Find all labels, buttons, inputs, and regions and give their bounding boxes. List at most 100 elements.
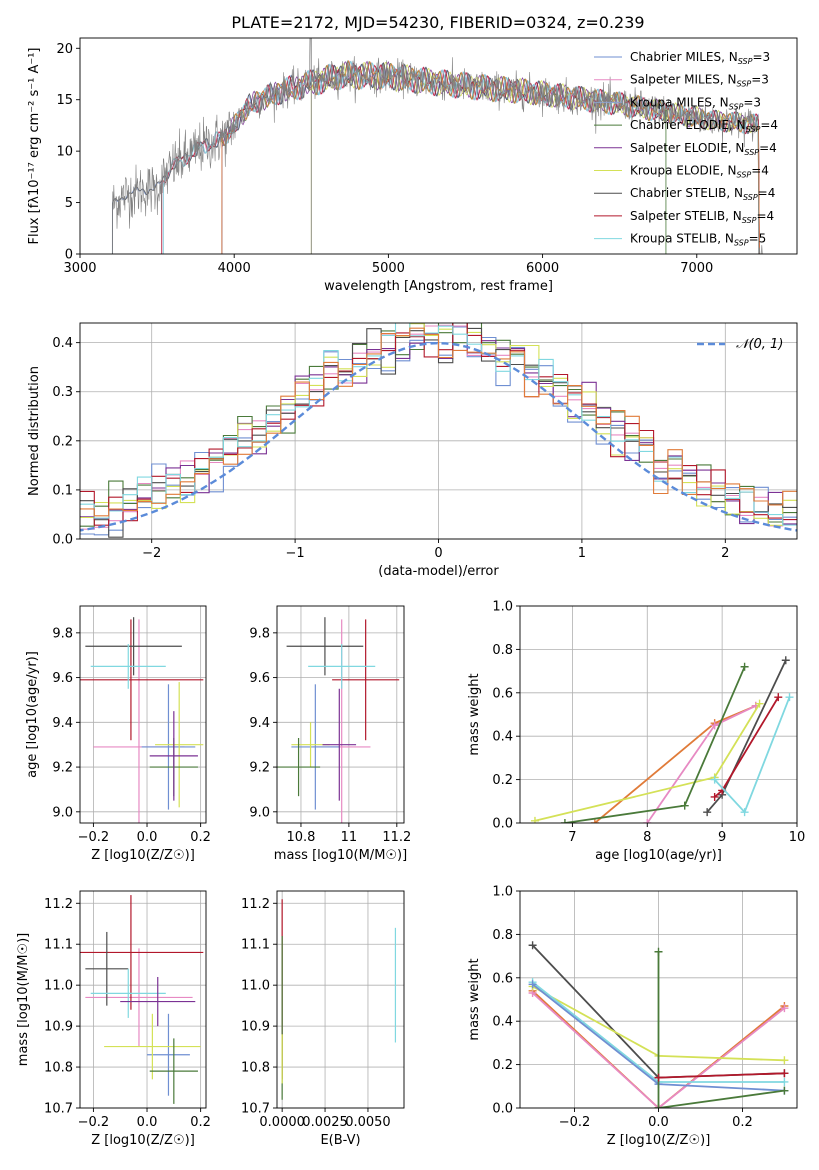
y-tick-label: 10.8: [241, 1061, 270, 1076]
y-tick-label: 9.4: [52, 716, 73, 731]
x-tick-label: 0.0000: [259, 1115, 305, 1130]
plus-marker: [654, 1104, 663, 1108]
plus-marker: [710, 792, 719, 801]
mass-weight-line: [657, 951, 785, 1108]
legend-label: Salpeter ELODIE, NSSP=4: [630, 141, 777, 157]
y-tick-label: 9.0: [249, 805, 270, 820]
x-tick-label: 6000: [526, 261, 559, 276]
mass-vs-metallicity-panel: −0.2 0.0 0.2 10.7 10.8 10.9 11.0 11.1 11.2 Z [log…: [16, 890, 211, 1148]
legend-label: Kroupa ELODIE, NSSP=4: [630, 164, 769, 180]
legend-label: Kroupa STELIB, NSSP=5: [630, 232, 766, 248]
age-vs-metallicity-panel: −0.2 0.0 0.2 9.0 9.2 9.4 9.6 9.8 Z [log10(Z/Z☉)]…: [25, 605, 211, 863]
y-tick-label: 0.4: [52, 336, 73, 351]
x-tick-label: 7000: [680, 261, 713, 276]
plot-area: [80, 617, 204, 823]
plus-marker: [680, 801, 689, 810]
plot-area: [277, 617, 400, 823]
y-tick-label: 1.0: [492, 600, 513, 615]
x-tick-label: 0.0050: [345, 1115, 391, 1130]
x-tick-label: −0.2: [78, 830, 110, 845]
x-tick-label: 0.2: [190, 1115, 211, 1130]
y-tick-label: 0.3: [52, 385, 73, 400]
x-tick-label: 4000: [218, 261, 251, 276]
legend-label: Chabrier ELODIE, NSSP=4: [630, 118, 778, 134]
histogram-steps: [80, 323, 797, 527]
plus-marker: [528, 980, 537, 989]
plus-marker: [703, 808, 712, 817]
figure-title: PLATE=2172, MJD=54230, FIBERID=0324, z=0…: [231, 13, 644, 32]
x-tick-label: 11.2: [382, 830, 411, 845]
x-tick-label: 8: [643, 830, 651, 845]
plus-marker: [780, 1077, 789, 1086]
y-tick-label: 11.2: [44, 897, 73, 912]
legend-label: Chabrier STELIB, NSSP=4: [630, 186, 775, 202]
x-tick-label: −0.2: [559, 1115, 591, 1130]
y-tick-label: 10.9: [241, 1020, 270, 1035]
y-axis-label: Flux [fλ10⁻¹⁷ erg cm⁻² s⁻¹ A⁻¹]: [27, 48, 42, 245]
axes-frame: [79, 605, 207, 824]
y-tick-label: 9.2: [52, 761, 73, 776]
weight-vs-metallicity-panel: −0.2 0.0 0.2 0.0 0.2 0.4 0.6 0.8 1.0 Z [log10(Z/Z…: [467, 885, 798, 1148]
x-tick-label: 10.8: [286, 830, 315, 845]
x-axis-label: E(B-V): [320, 1133, 360, 1148]
histogram-steps: [80, 327, 797, 517]
plot-area: [530, 656, 794, 823]
y-tick-label: 11.0: [44, 979, 73, 994]
x-tick-label: 3000: [63, 261, 96, 276]
y-tick-label: 9.8: [249, 626, 270, 641]
plus-marker: [774, 693, 783, 702]
spectrum-panel: 3000 4000 5000 6000 7000 0 5 10 15 20 wavelength […: [27, 37, 798, 294]
y-tick-label: 10.9: [44, 1020, 73, 1035]
x-axis-label: wavelength [Angstrom, rest frame]: [324, 279, 553, 294]
y-axis-label: mass [log10(M/M☉)]: [16, 933, 31, 1066]
plus-marker: [780, 1004, 789, 1013]
plus-marker: [528, 941, 537, 950]
axes-frame: [79, 37, 798, 255]
mass-weight-line: [594, 704, 757, 823]
plus-marker: [530, 816, 539, 823]
observed-spectrum-line: [112, 38, 763, 254]
y-axis-label: age [log10(age/yr)]: [25, 651, 40, 778]
y-tick-label: 0.4: [492, 1015, 513, 1030]
plus-marker: [785, 693, 794, 702]
plus-marker: [755, 699, 764, 708]
plus-marker: [780, 1086, 789, 1095]
y-axis-label: Normed distribution: [27, 366, 42, 496]
axes-frame: [79, 890, 207, 1109]
y-tick-label: 20: [56, 42, 73, 57]
y-tick-label: 10.7: [241, 1102, 270, 1117]
x-axis-label: Z [log10(Z/Z☉)]: [607, 1133, 711, 1148]
x-tick-label: 7: [568, 830, 576, 845]
y-tick-label: 0.6: [492, 686, 513, 701]
y-tick-label: 0.6: [492, 971, 513, 986]
legend-label: Chabrier MILES, NSSP=3: [630, 50, 770, 66]
x-tick-label: 1: [578, 546, 586, 561]
y-tick-label: 10.7: [44, 1102, 73, 1117]
mass-weight-line: [531, 992, 785, 1108]
plot-area: [281, 899, 397, 1100]
x-axis-label: mass [log10(M/M☉)]: [274, 848, 407, 863]
mass-weight-line: [531, 990, 785, 1108]
x-tick-label: 2: [721, 546, 729, 561]
x-tick-label: −2: [142, 546, 161, 561]
y-tick-label: 11.1: [44, 938, 73, 953]
legend-label: Salpeter STELIB, NSSP=4: [630, 209, 774, 225]
y-tick-label: 11.0: [241, 979, 270, 994]
x-tick-label: 9: [718, 830, 726, 845]
y-axis-label: mass weight: [467, 673, 482, 755]
x-axis-label: (data-model)/error: [378, 564, 499, 579]
y-tick-label: 1.0: [492, 885, 513, 900]
y-tick-label: 9.4: [249, 716, 270, 731]
y-axis-label: mass weight: [467, 958, 482, 1040]
plus-marker: [654, 947, 663, 956]
axes-frame: [519, 605, 798, 824]
histogram-steps: [80, 323, 797, 526]
gaussian-reference-curve: [80, 341, 797, 532]
x-tick-label: 0.2: [732, 1115, 753, 1130]
y-tick-label: 0.8: [492, 928, 513, 943]
y-tick-label: 11.1: [241, 938, 270, 953]
legend-label: Salpeter MILES, NSSP=3: [630, 73, 769, 89]
y-tick-label: 0.8: [492, 643, 513, 658]
axes-frame: [276, 605, 405, 824]
